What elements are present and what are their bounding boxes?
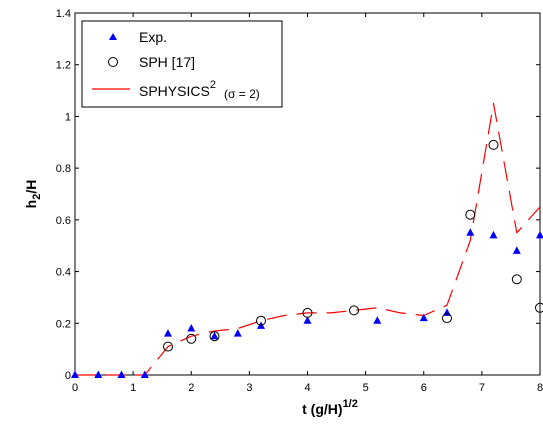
x-tick-label: 0: [72, 382, 78, 394]
legend-marker-sph: [108, 57, 118, 67]
x-axis-label-main: t (g/H): [302, 401, 342, 417]
legend-label-exp: Exp.: [139, 29, 167, 45]
sph-data-point: [511, 274, 522, 285]
sph-data-point: [302, 307, 313, 318]
y-axis-label-subscript: 2: [31, 194, 43, 200]
exp-data-point: [140, 370, 149, 378]
exp-data-point: [71, 370, 79, 378]
exp-data-point: [512, 246, 521, 254]
legend-label-sphysics-main: SPHYSICS: [139, 83, 210, 99]
y-tick-label: 1: [65, 111, 71, 123]
sph-data-point: [465, 209, 476, 220]
y-tick-label: 0.2: [56, 318, 71, 330]
exp-data-point: [303, 316, 312, 324]
y-axis-label: h2/H: [23, 180, 43, 209]
y-tick-label: 0.4: [56, 267, 71, 279]
x-axis-label: t (g/H)1/2: [302, 398, 358, 417]
x-tick-label: 8: [537, 382, 543, 394]
exp-data-point: [94, 370, 103, 378]
y-axis-label-main: h: [23, 200, 39, 209]
y-axis: 0 0.2 0.4 0.6 0.8 1 1.2 1.4: [56, 8, 540, 382]
exp-data-point: [489, 230, 498, 239]
y-tick-label: 0: [65, 370, 71, 382]
x-tick-label: 7: [479, 382, 485, 394]
sph-data-point: [163, 341, 173, 352]
y-tick-label: 1.4: [56, 8, 71, 20]
y-axis-label-rest: /H: [23, 180, 39, 194]
series-markers: [71, 139, 543, 378]
y-tick-label: 0.8: [56, 163, 71, 175]
sph-data-point: [442, 313, 452, 324]
legend-label-sphysics-superscript: 2: [210, 79, 216, 91]
y-tick-label: 1.2: [56, 60, 71, 72]
legend-label-sphysics: SPHYSICS2: [139, 79, 216, 99]
x-tick-label: 3: [246, 382, 252, 394]
series-line-sphysics: [75, 102, 541, 376]
exp-data-point: [536, 230, 543, 239]
sph-data-point: [186, 333, 197, 344]
exp-data-point: [466, 228, 475, 236]
exp-data-point: [233, 329, 242, 337]
legend-marker-exp: [109, 33, 117, 40]
y-tick-label: 0.6: [56, 215, 71, 227]
series-lines: [75, 102, 541, 376]
legend-label-sphysics-note: (σ = 2): [224, 87, 260, 101]
exp-data-point: [187, 324, 196, 332]
exp-data-point: [373, 316, 382, 324]
x-axis-label-superscript: 1/2: [343, 398, 358, 410]
sph-data-point: [535, 302, 543, 313]
sph-data-point: [349, 305, 359, 316]
x-tick-label: 1: [130, 382, 136, 394]
exp-data-point: [117, 370, 126, 378]
legend: Exp. SPH [17] SPHYSICS2 (σ = 2): [81, 20, 283, 108]
legend-label-sph: SPH [17]: [139, 54, 195, 70]
sph-data-point: [209, 331, 220, 342]
x-tick-label: 4: [304, 382, 310, 394]
exp-data-point: [164, 329, 172, 337]
x-tick-label: 2: [188, 382, 194, 394]
sph-data-point: [488, 139, 499, 150]
sph-data-point: [256, 315, 266, 326]
x-tick-label: 6: [421, 382, 427, 394]
exp-data-point: [419, 313, 428, 322]
x-tick-label: 5: [363, 382, 369, 394]
exp-data-point: [210, 331, 219, 340]
